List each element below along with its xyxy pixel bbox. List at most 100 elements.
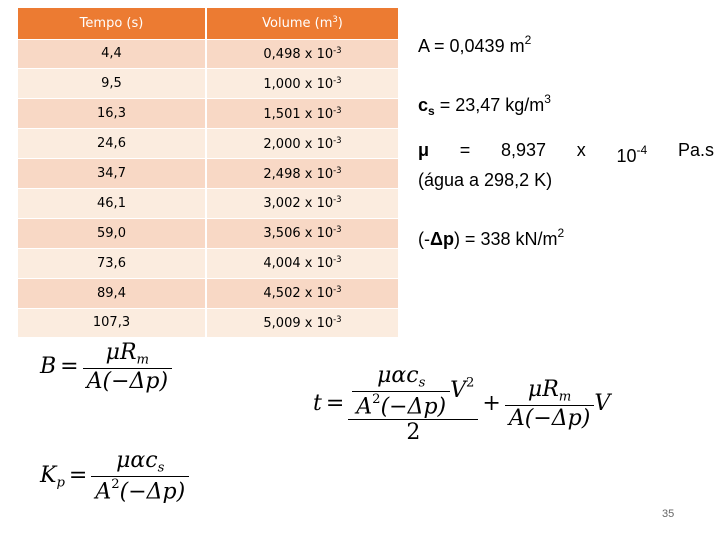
cell-volume: 4,502 x 10-3 — [206, 278, 398, 309]
cell-volume: 1,000 x 10-3 — [206, 68, 398, 100]
param-mu-base: 10 — [616, 146, 637, 166]
cell-tempo: 16,3 — [18, 98, 207, 130]
equation-b: B = μRm A(−Δp) — [40, 340, 173, 394]
eq-b-denominator: A(−Δp) — [86, 368, 169, 394]
eq-t-inner-den-sup: 2 — [372, 391, 381, 407]
eq-t-second-denominator: A(−Δp) — [508, 405, 591, 431]
cell-tempo: 46,1 — [18, 188, 207, 219]
equation-kp: Kp = μαcs A2(−Δp) — [40, 448, 190, 505]
cell-volume-mantissa: 1,000 x 10 — [263, 76, 334, 92]
eq-kp-fraction-bar — [91, 475, 190, 477]
eq-t-v2: V — [594, 391, 611, 417]
equation-t: t = μαcs A2(−Δp) V2 2 + μRm A(−Δp) V — [313, 363, 610, 445]
table-row: 16,3 1,501 x 10-3 — [18, 98, 398, 130]
cell-volume-mantissa: 4,004 x 10 — [263, 256, 334, 272]
eq-kp-denominator: A2(−Δp) — [91, 477, 189, 505]
eq-t-outer-denominator: 2 — [406, 420, 421, 446]
cell-volume-mantissa: 4,502 x 10 — [263, 286, 334, 302]
param-mu-sup: -4 — [636, 143, 648, 157]
cell-volume-mantissa: 0,498 x 10 — [263, 46, 334, 62]
header-tempo: Tempo (s) — [18, 8, 207, 40]
cell-volume-exponent: -3 — [333, 165, 342, 176]
eq-kp-num-sub: s — [157, 460, 165, 476]
eq-t-inner-denominator: A2(−Δp) — [352, 392, 450, 420]
table-row: 73,6 4,004 x 10-3 — [18, 248, 398, 279]
param-area-text: A = 0,0439 m — [418, 36, 525, 56]
cell-volume-exponent: -3 — [333, 105, 342, 116]
table-row: 34,7 2,498 x 10-3 — [18, 158, 398, 189]
eq-kp-lhs: K — [40, 463, 57, 489]
cell-volume-exponent: -3 — [333, 195, 342, 206]
param-dp: (-Δp) = 338 kN/m2 — [418, 221, 564, 251]
cell-tempo: 24,6 — [18, 128, 207, 160]
eq-t-inner-den-a: A — [356, 394, 373, 420]
table-row: 46,1 3,002 x 10-3 — [18, 188, 398, 219]
eq-t-second-bar — [504, 404, 595, 406]
eq-t-v-sup: 2 — [466, 375, 475, 391]
table-row: 4,4 0,498 x 10-3 — [18, 39, 398, 70]
header-volume-text: Volume (m — [262, 16, 333, 32]
table-header-row: Tempo (s) Volume (m3) — [18, 8, 398, 40]
eq-t-v: V — [450, 378, 467, 404]
eq-kp-den-a: A — [95, 479, 112, 505]
eq-t-outer-bar — [348, 419, 479, 421]
cell-volume: 5,009 x 10-3 — [206, 308, 398, 339]
header-volume-close: ) — [337, 16, 343, 32]
param-mu-unit: Pa.s — [677, 140, 714, 160]
eq-t-inner-den-rest: (−Δp) — [380, 394, 447, 420]
param-dp-symbol: Δp — [430, 229, 454, 249]
param-mu-eq: = — [459, 140, 471, 160]
table-row: 9,5 1,000 x 10-3 — [18, 68, 398, 100]
param-mu-symbol: μ — [418, 140, 430, 160]
eq-t-equals: = — [325, 391, 345, 417]
eq-b-num-r: R — [119, 340, 137, 365]
cell-tempo: 4,4 — [18, 39, 207, 70]
param-cs: cs = 23,47 kg/m3 — [418, 87, 551, 123]
eq-t-num2-sub: m — [558, 389, 572, 405]
eq-b-num-sub: m — [136, 352, 150, 368]
cell-volume-mantissa: 1,501 x 10 — [263, 106, 334, 122]
param-dp-open: (- — [418, 229, 430, 249]
eq-t-inner-numerator: μαcs — [373, 363, 429, 391]
cell-volume-exponent: -3 — [333, 225, 342, 236]
cell-volume: 3,002 x 10-3 — [206, 188, 398, 219]
table-row: 107,3 5,009 x 10-3 — [18, 308, 398, 339]
eq-kp-lhs-sub: p — [56, 475, 65, 491]
cell-tempo: 89,4 — [18, 278, 207, 309]
eq-t-num2-r: R — [542, 377, 559, 403]
eq-t-plus: + — [482, 391, 501, 417]
eq-kp-den-sup: 2 — [111, 476, 120, 492]
eq-t-inner-fraction: μαcs A2(−Δp) — [352, 363, 451, 420]
data-table: Tempo (s) Volume (m3) 4,4 0,498 x 10-3 9,5… — [18, 8, 398, 339]
eq-kp-fraction: μαcs A2(−Δp) — [91, 448, 190, 505]
eq-t-num2-mu: μ — [527, 377, 543, 403]
cell-volume-mantissa: 2,498 x 10 — [263, 166, 334, 182]
cell-volume-mantissa: 3,506 x 10 — [263, 226, 334, 242]
eq-b-numerator: μRm — [102, 340, 153, 368]
eq-t-second-numerator: μRm — [524, 377, 575, 405]
eq-t-second-fraction: μRm A(−Δp) — [504, 377, 595, 431]
eq-t-inner-num-sub: s — [418, 375, 426, 391]
eq-t-outer-numerator: μαcs A2(−Δp) V2 — [348, 363, 478, 419]
param-area-sup: 2 — [524, 33, 532, 47]
cell-volume-exponent: -3 — [333, 314, 342, 325]
table-row: 24,6 2,000 x 10-3 — [18, 128, 398, 160]
param-area: A = 0,0439 m2 — [418, 28, 531, 58]
cell-volume: 0,498 x 10-3 — [206, 39, 398, 70]
cell-volume-exponent: -3 — [333, 75, 342, 86]
eq-kp-numerator: μαcs — [112, 448, 168, 476]
cell-volume-mantissa: 5,009 x 10 — [263, 315, 334, 331]
param-cs-sub: s — [428, 104, 435, 118]
param-cs-sup: 3 — [544, 92, 551, 106]
header-volume: Volume (m3) — [206, 8, 398, 40]
param-mu-value: 8,937 — [501, 140, 547, 160]
eq-b-fraction-bar — [82, 367, 173, 369]
eq-t-outer-fraction: μαcs A2(−Δp) V2 2 — [348, 363, 479, 446]
eq-b-lhs: B — [40, 353, 57, 379]
page-number: 35 — [662, 508, 675, 520]
cell-volume-mantissa: 2,000 x 10 — [263, 136, 334, 152]
cell-volume-exponent: -3 — [333, 45, 342, 56]
header-volume-sup: 3 — [332, 15, 338, 26]
param-mu: μ = 8,937 x 10-4 Pa.s (água a 298,2 K) — [418, 138, 714, 192]
param-mu-times: x — [576, 140, 586, 160]
